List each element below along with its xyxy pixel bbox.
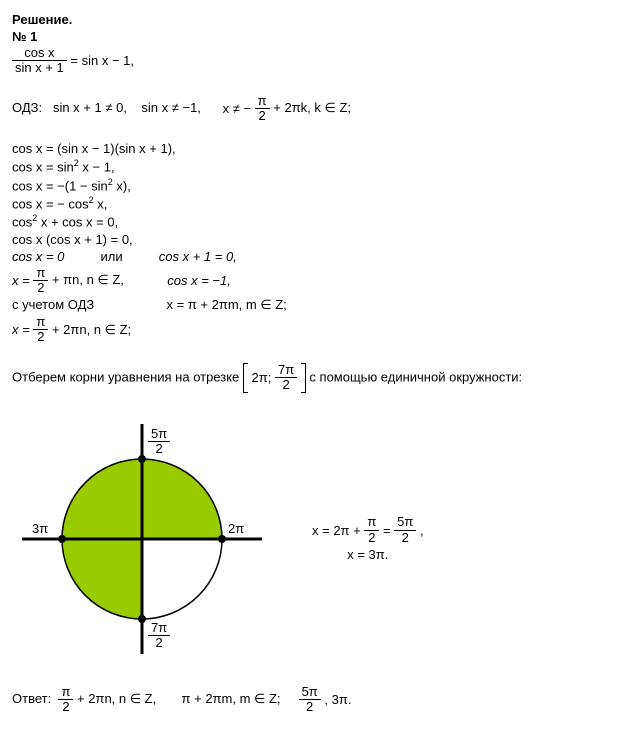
answer-a2: π + 2πm, m ∈ Z; [182, 691, 281, 707]
odz-frac-num: π [255, 94, 270, 108]
step-5: cos2 x + cos x = 0, [12, 213, 623, 229]
step-8r: cos x = −1, [167, 273, 231, 288]
step-7b: cos x + 1 = 0, [159, 249, 237, 264]
odz-p3-post: + 2πk, k ∈ Z; [273, 100, 351, 116]
label-bottom: 7π2 [148, 621, 170, 651]
step-8: x = π2 + πn, n ∈ Z, cos x = −1, [12, 266, 623, 296]
step-4: cos x = − cos2 x, [12, 195, 623, 211]
step-1: cos x = (sin x − 1)(sin x + 1), [12, 141, 623, 156]
diagram-row: 5π2 7π2 3π 2π x = 2π + π2 = 5π2 , x = 3π… [12, 409, 623, 669]
unit-circle-diagram: 5π2 7π2 3π 2π [12, 409, 272, 669]
step-7a: cos x = 0 [12, 249, 64, 264]
odz-label: ОДЗ: [12, 100, 42, 115]
interval-left: 2π; [252, 370, 272, 385]
answer-line: Ответ: π2 + 2πn, n ∈ Z, π + 2πm, m ∈ Z; … [12, 685, 623, 715]
side-l2: x = 3π. [312, 547, 424, 562]
odz-p1: sin x + 1 ≠ 0, [53, 100, 127, 115]
odz-frac-den: 2 [255, 108, 270, 123]
label-top: 5π2 [148, 427, 170, 457]
side-computation: x = 2π + π2 = 5π2 , x = 3π. [312, 513, 424, 564]
frac-num: cos x [12, 46, 67, 60]
problem-number: № 1 [12, 29, 623, 44]
select-post: с помощью единичной окружности: [309, 369, 522, 384]
step-7: cos x = 0 или cos x + 1 = 0, [12, 249, 623, 264]
step-9b: x = π + 2πm, m ∈ Z; [167, 297, 287, 312]
odz-line: ОДЗ: sin x + 1 ≠ 0, sin x ≠ −1, x ≠ − π2… [12, 94, 623, 124]
select-pre: Отберем корни уравнения на отрезке [12, 369, 243, 384]
solution-title: Решение. [12, 12, 623, 27]
frac-den: sin x + 1 [12, 60, 67, 75]
step-9: с учетом ОДЗ x = π + 2πm, m ∈ Z; [12, 297, 623, 313]
odz-p3-pre: x ≠ − [223, 101, 251, 116]
step-7-or: или [101, 249, 123, 264]
odz-p2: sin x ≠ −1, [141, 100, 201, 115]
step-9a: с учетом ОДЗ [12, 297, 94, 312]
label-right: 2π [228, 521, 244, 536]
step-10: x = π2 + 2πn, n ∈ Z; [12, 315, 623, 345]
step-2: cos x = sin2 x − 1, [12, 158, 623, 174]
main-equation: cos xsin x + 1 = sin x − 1, [12, 46, 623, 76]
step-3: cos x = −(1 − sin2 x), [12, 177, 623, 193]
step-6: cos x (cos x + 1) = 0, [12, 232, 623, 247]
eq-rhs: = sin x − 1, [70, 53, 134, 68]
label-left: 3π [32, 521, 48, 536]
answer-label: Ответ: [12, 691, 51, 706]
select-roots-text: Отберем корни уравнения на отрезке 2π; 7… [12, 363, 623, 393]
